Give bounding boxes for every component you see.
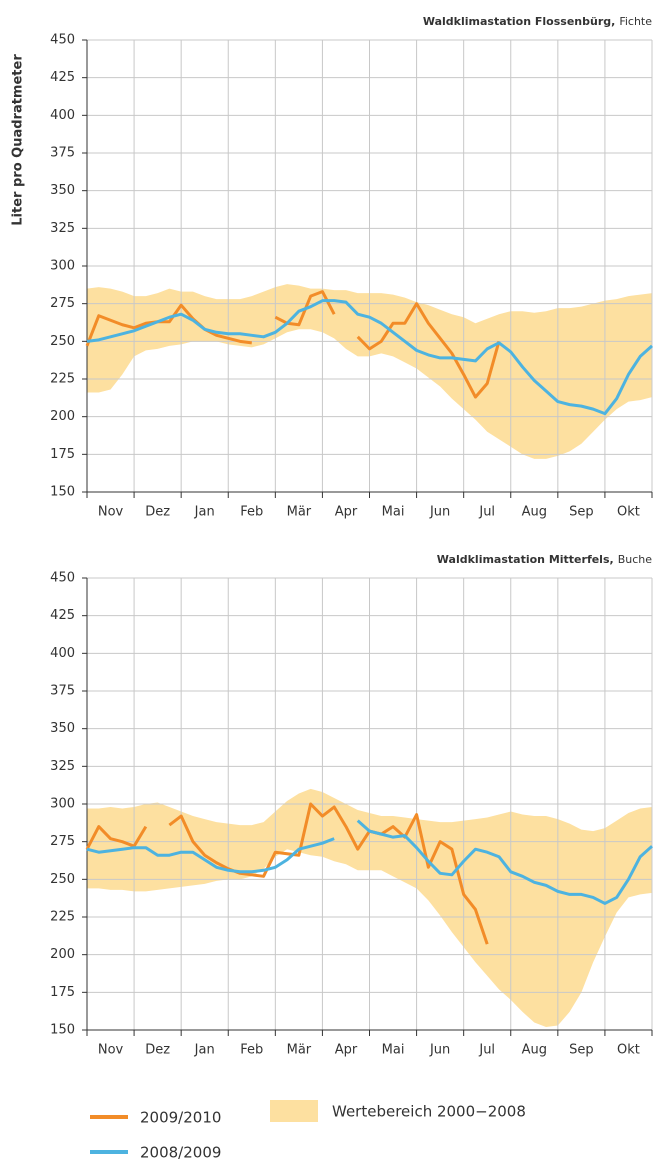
x-tick-label: Mai [382,1043,405,1058]
y-tick-label: 150 [50,485,75,500]
chart-title: Waldklimastation Mitterfels, Buche [437,553,652,566]
x-tick-label: Aug [522,1043,547,1058]
x-tick-label: Okt [617,1043,640,1058]
x-tick-label: Jan [194,505,215,520]
y-tick-label: 175 [50,985,75,1000]
data-line [168,802,489,945]
x-tick-label: Sep [569,1043,594,1058]
y-tick-label: 225 [50,372,75,387]
y-tick-label: 375 [50,684,75,699]
y-tick-label: 275 [50,834,75,849]
y-tick-label: 250 [50,334,75,349]
x-tick-label: Apr [335,505,358,520]
legend-label: Wertebereich 2000−2008 [332,1103,526,1121]
y-tick-label: 250 [50,872,75,887]
y-tick-label: 325 [50,759,75,774]
x-tick-label: Okt [617,505,640,520]
x-tick-label: Aug [522,505,547,520]
y-tick-label: 400 [50,646,75,661]
chart-title: Waldklimastation Flossenbürg, Fichte [423,15,652,28]
data-line [356,302,501,399]
y-tick-label: 325 [50,221,75,236]
x-tick-label: Apr [335,1043,358,1058]
x-tick-label: Jun [429,505,450,520]
y-tick-label: 200 [50,947,75,962]
data-line [86,837,335,874]
x-tick-label: Feb [240,505,263,520]
y-tick-label: 375 [50,146,75,161]
y-tick-label: 275 [50,296,75,311]
y-tick-label: 175 [50,447,75,462]
data-line [85,303,252,347]
y-tick-label: 300 [50,259,75,274]
data-line [356,819,654,905]
x-tick-label: Jun [429,1043,450,1058]
legend-swatch [270,1100,318,1122]
x-tick-label: Feb [240,1043,263,1058]
x-tick-label: Nov [98,1043,124,1058]
y-tick-label: 225 [50,910,75,925]
x-tick-label: Jul [478,505,495,520]
y-tick-label: 300 [50,797,75,812]
x-tick-label: Sep [569,505,594,520]
y-axis-label: Liter pro Quadratmeter [11,54,26,226]
data-line [86,299,654,416]
y-tick-label: 425 [50,70,75,85]
subtitle: Buche [618,553,653,566]
x-tick-label: Dez [145,1043,170,1058]
x-tick-label: Jul [478,1043,495,1058]
y-tick-label: 200 [50,409,75,424]
x-tick-label: Mai [382,505,405,520]
y-tick-label: 425 [50,608,75,623]
y-tick-label: 350 [50,183,75,198]
title: Waldklimastation Flossenbürg, [423,15,615,28]
y-tick-label: 400 [50,108,75,123]
y-tick-label: 150 [50,1023,75,1038]
legend-label: 2009/2010 [140,1109,221,1127]
y-tick-label: 450 [50,33,75,48]
data-line [85,825,148,850]
legend-label: 2008/2009 [140,1144,221,1162]
x-tick-label: Nov [98,505,124,520]
y-tick-label: 450 [50,571,75,586]
x-tick-label: Dez [145,505,170,520]
subtitle: Fichte [619,15,652,28]
title: Waldklimastation Mitterfels, [437,553,614,566]
x-tick-label: Mär [287,1043,312,1058]
y-tick-label: 350 [50,721,75,736]
x-tick-label: Mär [287,505,312,520]
x-tick-label: Jan [194,1043,215,1058]
